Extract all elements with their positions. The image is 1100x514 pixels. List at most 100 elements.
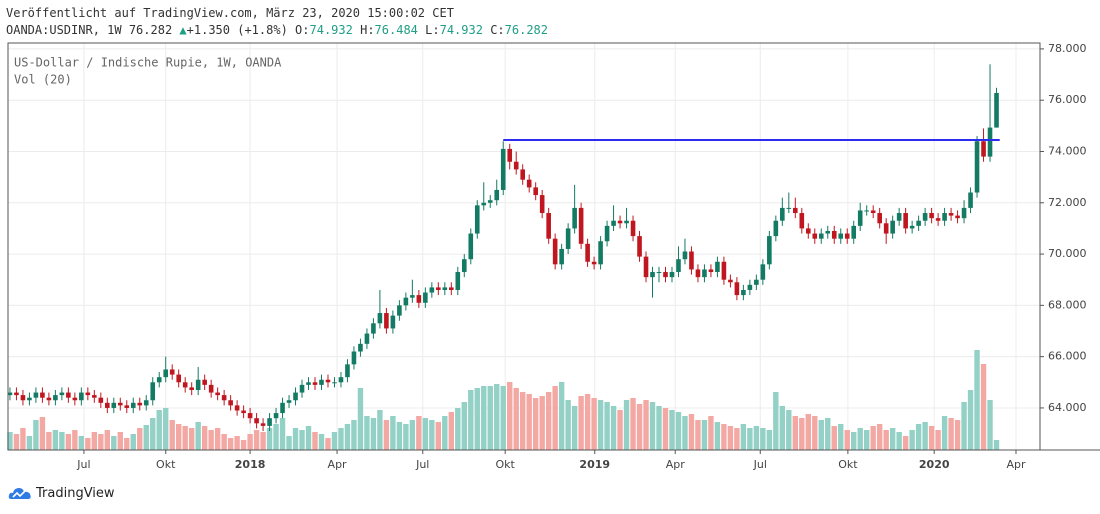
volume-bar bbox=[786, 410, 792, 450]
candle-body bbox=[702, 269, 707, 278]
candle-body bbox=[429, 287, 435, 293]
x-tick-label: Okt bbox=[156, 458, 176, 471]
volume-bar bbox=[52, 430, 59, 450]
volume-bar bbox=[234, 436, 240, 450]
volume-bar bbox=[545, 392, 552, 450]
ohlc-value: 74.932 bbox=[439, 23, 483, 37]
candle-body bbox=[507, 148, 513, 162]
volume-bar bbox=[656, 406, 662, 450]
candle-body bbox=[260, 423, 266, 426]
volume-bar bbox=[208, 430, 214, 450]
x-tick-label: 2018 bbox=[235, 458, 266, 471]
volume-bar bbox=[13, 434, 20, 450]
candle-body bbox=[780, 207, 785, 221]
candle-body bbox=[312, 382, 318, 385]
volume-bar bbox=[779, 406, 786, 450]
volume-bar bbox=[429, 420, 435, 450]
volume-bar bbox=[111, 436, 117, 450]
candle-body bbox=[825, 230, 831, 234]
volume-bar bbox=[851, 432, 857, 450]
volume-bar bbox=[150, 418, 156, 450]
candle-body bbox=[234, 405, 240, 411]
candle-body bbox=[786, 207, 792, 209]
volume-bar bbox=[513, 388, 519, 450]
candle-body bbox=[442, 287, 448, 290]
volume-bar bbox=[331, 432, 338, 450]
volume-bar bbox=[299, 430, 305, 450]
candle-body bbox=[169, 369, 175, 375]
volume-bar bbox=[33, 420, 39, 450]
volume-bar bbox=[649, 402, 656, 450]
candle-body bbox=[176, 374, 182, 383]
volume-bar bbox=[65, 434, 72, 450]
volume-bar bbox=[338, 428, 344, 450]
candle-body bbox=[513, 161, 519, 170]
candle-body bbox=[461, 259, 467, 273]
ohlc-value: 74.932 bbox=[309, 23, 353, 37]
candle-body bbox=[728, 279, 733, 283]
candle-body bbox=[449, 287, 454, 290]
candle-body bbox=[663, 272, 668, 278]
volume-bar bbox=[403, 424, 409, 450]
candle-body bbox=[624, 220, 629, 224]
candle-body bbox=[689, 251, 694, 270]
volume-bar bbox=[59, 432, 65, 450]
volume-bar bbox=[279, 418, 286, 450]
x-tick-label: Okt bbox=[838, 458, 858, 471]
volume-bar bbox=[461, 402, 467, 450]
candle-body bbox=[208, 384, 214, 393]
candle-body bbox=[767, 236, 772, 265]
volume-bar bbox=[494, 384, 500, 450]
candle-body bbox=[903, 213, 908, 229]
candle-body bbox=[215, 392, 220, 396]
volume-bar bbox=[909, 430, 915, 450]
candle-body bbox=[572, 207, 577, 229]
volume-bar bbox=[137, 428, 143, 450]
candle-body bbox=[27, 397, 32, 401]
volume-bar bbox=[117, 432, 123, 450]
last-price: 76.282 bbox=[128, 23, 173, 37]
volume-bar bbox=[422, 418, 429, 450]
candle-body bbox=[637, 236, 642, 257]
volume-bar bbox=[753, 426, 760, 450]
candle-body bbox=[754, 279, 759, 285]
candle-body bbox=[559, 248, 564, 265]
volume-bar bbox=[72, 430, 78, 450]
volume-bar bbox=[214, 428, 221, 450]
volume-bar bbox=[85, 438, 91, 450]
candle-body bbox=[656, 272, 662, 274]
candle-body bbox=[345, 364, 350, 378]
candle-body bbox=[130, 402, 136, 408]
candle-body bbox=[85, 392, 91, 396]
volume-bar bbox=[176, 424, 182, 450]
volume-bar bbox=[240, 440, 247, 450]
candle-body bbox=[221, 395, 227, 401]
volume-bar bbox=[98, 434, 104, 450]
volume-bar bbox=[182, 426, 188, 450]
candle-body bbox=[870, 210, 876, 214]
volume-bar bbox=[396, 422, 403, 450]
candle-body bbox=[72, 397, 78, 401]
chart: US-Dollar / Indische Rupie, 1W, OANDA Vo… bbox=[7, 42, 1100, 471]
ohlc-label: H: bbox=[360, 23, 375, 37]
volume-bar bbox=[967, 390, 974, 450]
volume-bar bbox=[273, 424, 279, 450]
volume-bar bbox=[318, 434, 325, 450]
candle-body bbox=[805, 228, 811, 234]
candle-body bbox=[468, 233, 474, 260]
y-tick-label: 74.000 bbox=[1048, 144, 1087, 157]
candle-body bbox=[364, 333, 370, 344]
volume-bar bbox=[766, 430, 773, 450]
candle-body bbox=[241, 410, 246, 414]
volume-bar bbox=[688, 414, 695, 450]
ohlc-label: L: bbox=[425, 23, 440, 37]
candle-body bbox=[604, 225, 610, 242]
candle-body bbox=[163, 369, 169, 378]
candle-body bbox=[844, 233, 850, 239]
candle-body bbox=[747, 284, 753, 290]
candle-body bbox=[585, 243, 590, 262]
candle-body bbox=[987, 127, 993, 157]
candle-body bbox=[474, 205, 480, 234]
candle-body bbox=[299, 384, 305, 393]
